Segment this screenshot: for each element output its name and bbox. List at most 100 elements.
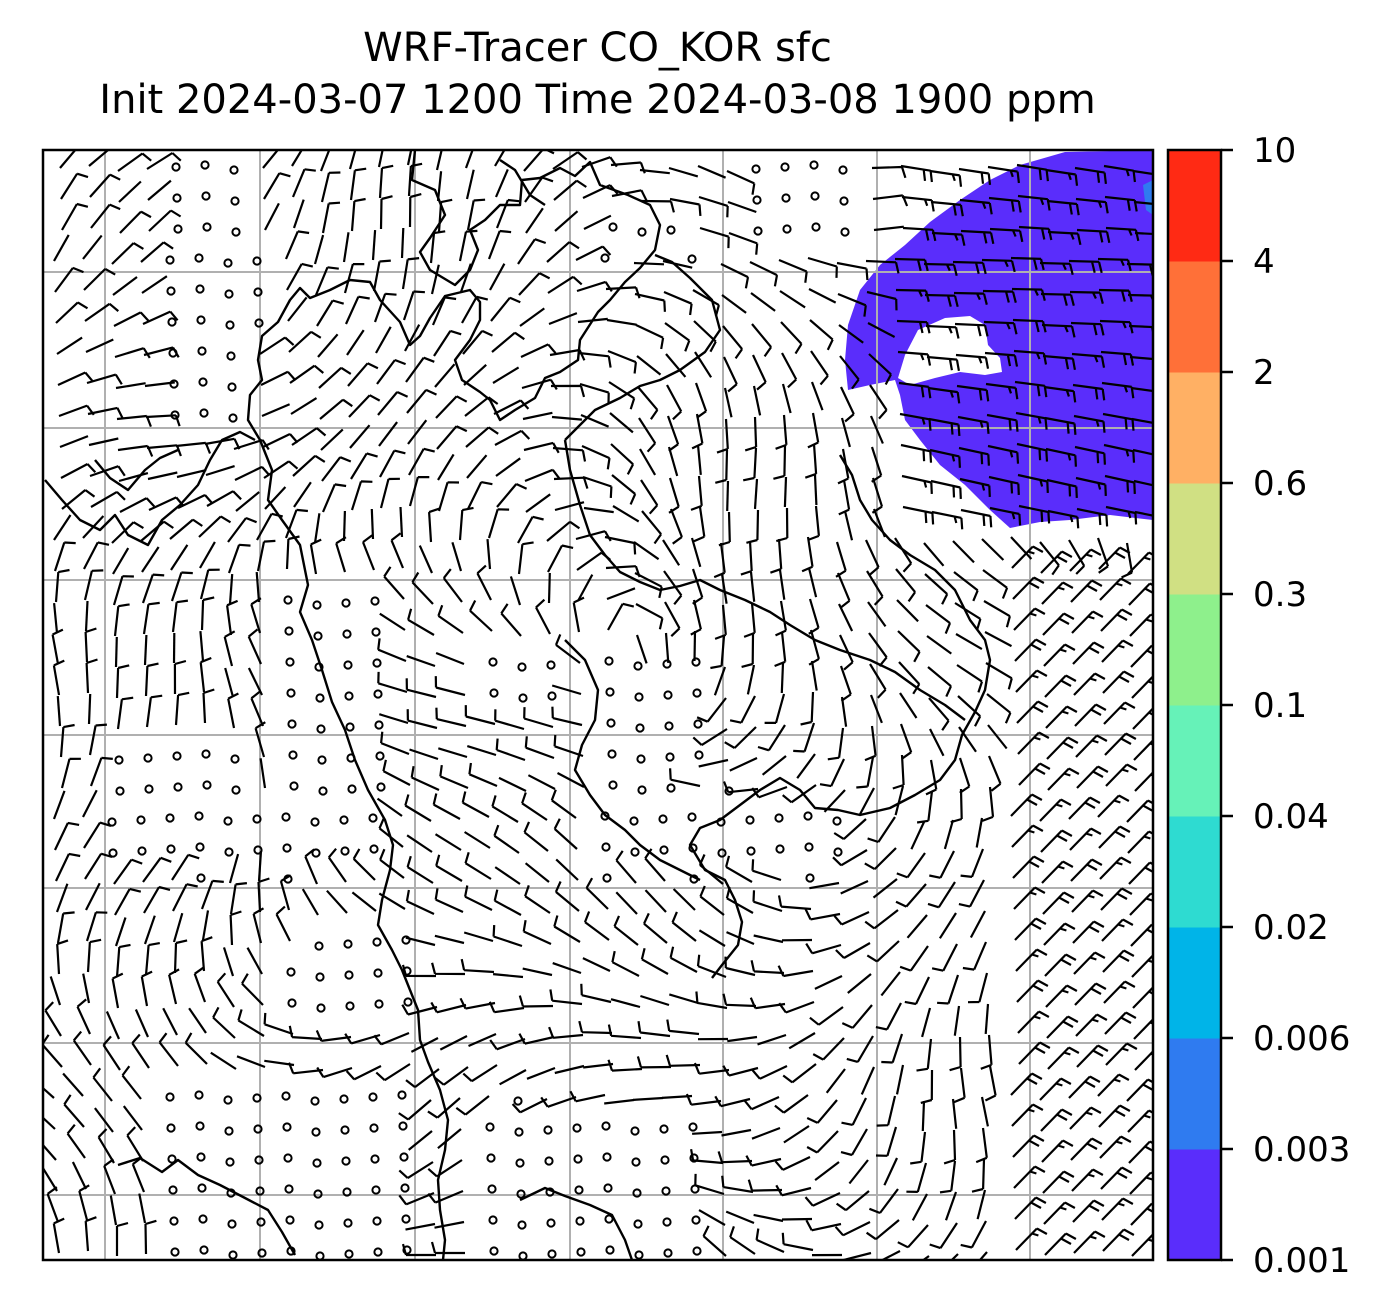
wind-barb [321,456,352,482]
wind-barb-calm [373,689,383,699]
wind-barb [463,363,487,386]
wind-barb-calm [602,873,612,883]
wind-barb-calm [373,968,383,978]
wind-barb [806,1130,839,1154]
wind-barb [223,630,236,667]
wind-barb [229,910,242,946]
wind-barb-calm [374,720,384,730]
wind-barb [1132,448,1153,456]
wind-barb [212,1006,236,1039]
wind-barb [1075,476,1107,496]
wind-barb [841,1004,873,1029]
wind-barb [860,1066,876,1095]
wind-barb [1013,607,1046,631]
wind-barb [126,1126,144,1162]
wind-barb [71,1161,87,1190]
wind-barb [383,566,405,600]
wind-barb [467,481,493,510]
wind-barb [840,1128,868,1157]
wind-barb [398,1161,434,1180]
wind-barb [169,518,203,540]
wind-barb-calm [341,1156,351,1166]
wind-barb [741,633,755,668]
wind-barb [321,201,341,234]
wind-barb [86,938,102,973]
wind-barb [173,659,187,695]
wind-barb-calm [488,1215,498,1225]
wind-barb [401,1004,438,1016]
wind-barb [931,510,964,530]
wind-barb [1070,321,1105,336]
wind-barb [606,318,637,326]
wind-barb [171,853,200,881]
wind-barb-calm [662,1217,672,1227]
wind-barb [142,310,179,326]
wind-barb [1070,1137,1103,1161]
wind-barb [176,469,207,479]
wind-barb [97,1128,115,1164]
wind-barb [810,660,818,691]
colorbar-segment [1168,483,1221,595]
wind-barb [114,917,127,947]
wind-barb [713,542,726,579]
wind-barb-calm [340,1125,350,1135]
wind-barb-calm [752,195,762,205]
wind-barb [865,539,880,576]
wind-barb [1073,414,1106,433]
wind-barb-calm [573,1154,583,1164]
wind-barb [142,856,172,883]
wind-barb [60,172,89,200]
wind-barb-calm [346,753,356,763]
wind-barb [407,162,423,197]
wind-barb-calm [488,657,498,667]
wind-barb [840,696,848,727]
wind-barb [986,693,1012,724]
wind-barb [553,476,589,489]
wind-barb [1013,886,1046,910]
wind-barb [464,831,491,849]
wind-barb [1131,417,1153,425]
wind-barb [550,789,577,819]
wind-barb [899,412,932,431]
wind-barb-calm [312,600,322,610]
wind-barb [985,382,1019,400]
wind-barb [285,535,300,570]
wind-barb [967,972,989,1004]
wind-barb [177,494,214,509]
wind-barb-calm [401,935,411,945]
wind-barb [1076,507,1109,527]
wind-barb [402,290,425,321]
wind-barb [793,722,816,753]
wind-barb [698,758,729,768]
wind-barb-calm [689,874,699,884]
wind-barb [749,261,779,287]
wind-barb-calm [195,842,205,852]
wind-barb [52,790,66,820]
wind-barb [633,1096,664,1101]
wind-barb [916,790,934,824]
wind-barb [382,759,411,786]
wind-barb-calm [166,286,176,296]
wind-barb [949,1036,962,1072]
wind-barb [1121,542,1134,579]
wind-barb-calm [228,413,238,423]
wind-barb [864,847,897,871]
wind-barb [902,505,935,525]
wind-barb-calm [753,226,763,236]
wind-barb-calm [576,1247,586,1257]
wind-barb [664,601,681,637]
wind-barb [835,942,871,959]
wind-barb [987,165,1020,184]
colorbar-segment [1168,594,1221,706]
wind-barb [876,1095,897,1127]
wind-barb [764,693,786,724]
wind-barb [342,232,350,263]
wind-barb [293,481,312,508]
wind-barb-calm [171,162,181,172]
wind-barb [1041,323,1076,338]
wind-barb [729,1226,756,1255]
wind-barb [257,851,263,882]
wind-barb [1016,163,1049,182]
wind-barb-calm [311,1127,321,1137]
wind-barb-calm [114,755,124,765]
